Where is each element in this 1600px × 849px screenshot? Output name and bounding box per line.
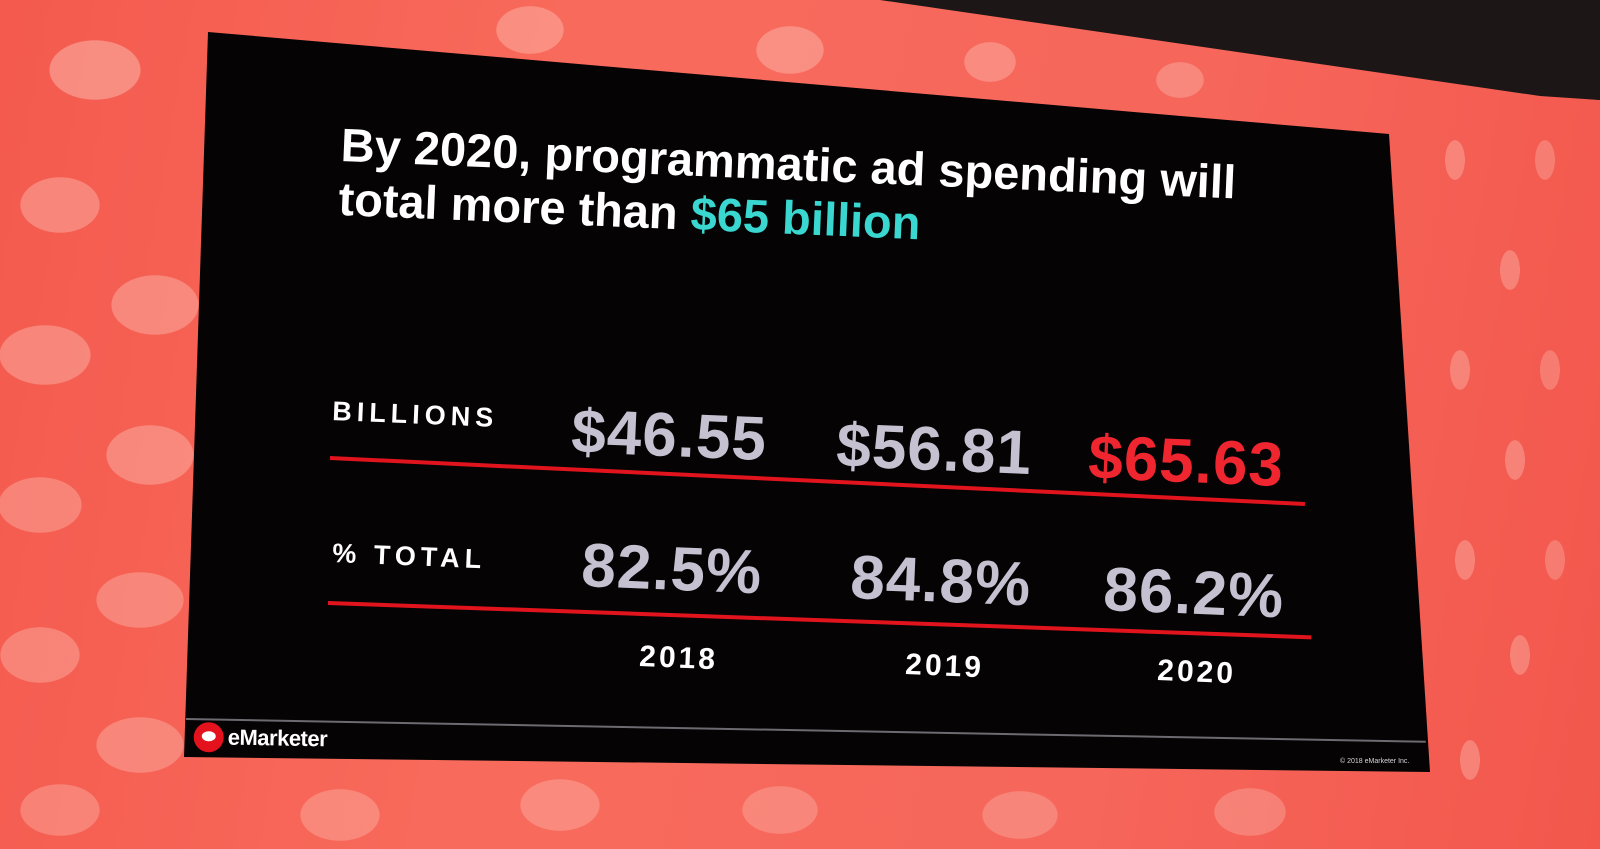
row-label-percent-total: % TOTAL [331,538,487,575]
copyright-notice: © 2018 eMarketer Inc. [1340,758,1410,765]
value-percent-2019: 84.8% [849,542,1033,620]
year-2019: 2019 [904,648,985,685]
year-2018: 2018 [638,640,719,677]
value-billions-2019: $56.81 [835,410,1034,489]
emarketer-logo-icon [193,722,224,753]
emarketer-logo: eMarketer [193,722,327,754]
projected-slide [184,32,1430,772]
title-highlight: $65 billion [689,186,922,250]
value-percent-2018: 82.5% [580,530,764,608]
year-2020: 2020 [1156,654,1237,691]
value-percent-2020: 86.2% [1102,554,1286,632]
emarketer-logo-text: eMarketer [227,724,328,752]
value-billions-2020: $65.63 [1087,422,1286,501]
value-billions-2018: $46.55 [570,396,769,475]
